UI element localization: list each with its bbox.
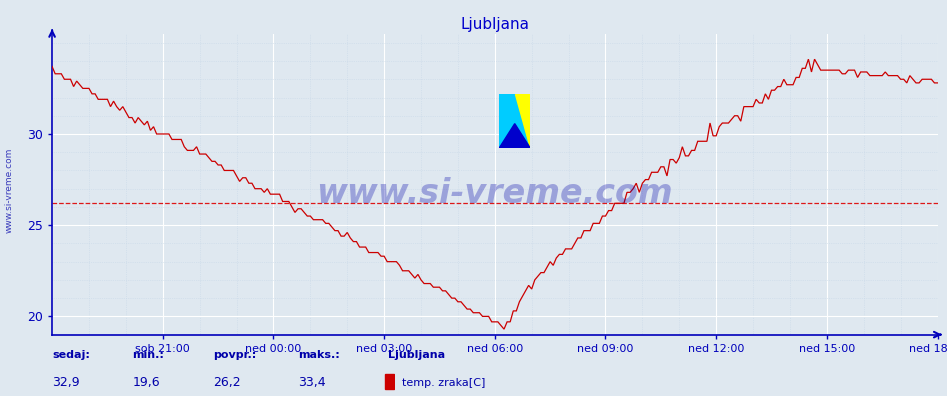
Title: Ljubljana: Ljubljana (460, 17, 529, 32)
Text: 19,6: 19,6 (133, 376, 160, 389)
Text: 26,2: 26,2 (213, 376, 241, 389)
Polygon shape (499, 124, 530, 148)
Text: min.:: min.: (133, 350, 165, 360)
Bar (384, 373, 394, 389)
Text: maks.:: maks.: (298, 350, 340, 360)
Text: Ljubljana: Ljubljana (388, 350, 445, 360)
Polygon shape (515, 94, 530, 148)
Text: 33,4: 33,4 (298, 376, 326, 389)
Text: www.si-vreme.com: www.si-vreme.com (5, 147, 14, 233)
Text: www.si-vreme.com: www.si-vreme.com (316, 177, 673, 209)
Text: temp. zraka[C]: temp. zraka[C] (402, 378, 486, 388)
Text: povpr.:: povpr.: (213, 350, 257, 360)
Text: 32,9: 32,9 (52, 376, 80, 389)
Text: sedaj:: sedaj: (52, 350, 90, 360)
Polygon shape (499, 94, 530, 148)
